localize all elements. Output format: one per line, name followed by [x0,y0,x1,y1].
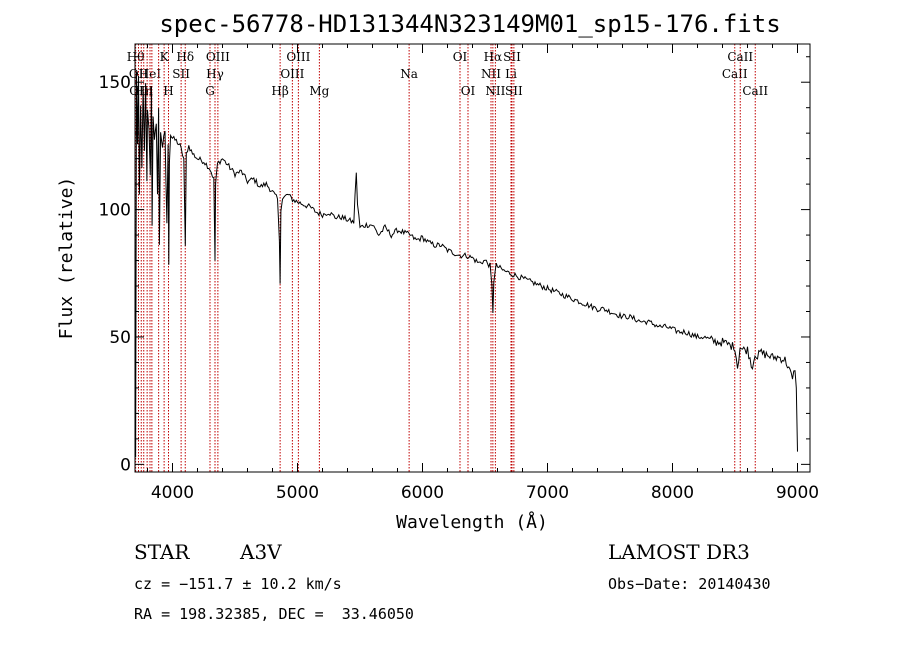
y-axis-label: Flux (relative) [56,177,77,340]
line-marker-label: Hα [484,50,503,64]
line-marker-label: Hβ [271,84,288,98]
object-subclass: A3V [240,540,282,564]
line-marker-label: NII [481,67,501,81]
line-marker-label: SII [503,50,521,64]
line-marker-label: Mg [309,84,329,98]
x-tick-label: 8000 [651,483,694,503]
line-marker-label: CaII [727,50,753,64]
x-tick-label: 7000 [526,483,569,503]
line-marker-label: Na [400,67,418,81]
x-tick-label: 4000 [151,483,194,503]
line-marker-label: Hδ [176,50,194,64]
line-marker-label: Li [505,67,517,81]
line-marker-label: OI [453,50,468,64]
line-marker-label: HeI [139,67,162,81]
chart-title: spec-56778-HD131344N323149M01_sp15-176.f… [159,10,780,38]
y-tick-label: 150 [99,73,131,93]
line-marker-label: OIII [206,50,230,64]
spectrum-chart: spec-56778-HD131344N323149M01_sp15-176.f… [56,10,819,533]
line-marker-label: Hη [135,84,153,98]
plot-frame [134,43,811,473]
coordinates: RA = 198.32385, DEC = 33.46050 [134,605,414,623]
x-tick-label: 6000 [401,483,444,503]
line-marker-label: SII [172,67,190,81]
x-tick-label: 5000 [276,483,319,503]
observation-date: Obs−Date: 20140430 [608,575,771,593]
line-marker-label: K [160,50,170,64]
line-marker-label: CaII [722,67,748,81]
y-tick-label: 50 [109,328,131,348]
line-markers: HθOIIOIIIHηHeIKHSIIHδGHγOIIIHβOIIIOIIIMg… [127,44,768,472]
y-tick-label: 100 [99,201,131,221]
line-marker-label: G [205,84,215,98]
line-marker-label: OI [461,84,476,98]
line-marker-label: H [163,84,173,98]
line-marker-label: CaII [742,84,768,98]
x-tick-label: 9000 [776,483,819,503]
line-marker-label: NII [485,84,505,98]
line-marker-label: SII [505,84,523,98]
axis-ticks: 4000 5000 6000 7000 8000 9000 0 50 100 150 [99,44,819,503]
line-marker-label: Hγ [206,67,224,81]
spectrum-line [134,71,798,458]
object-class: STAR [134,540,190,564]
y-tick-label: 0 [120,455,131,475]
x-axis-label: Wavelength (Å) [396,511,548,533]
line-marker-label: OIII [280,67,304,81]
redshift-cz: cz = −151.7 ± 10.2 km/s [134,575,342,593]
survey-name: LAMOST DR3 [608,540,750,564]
line-marker-label: OIII [286,50,310,64]
